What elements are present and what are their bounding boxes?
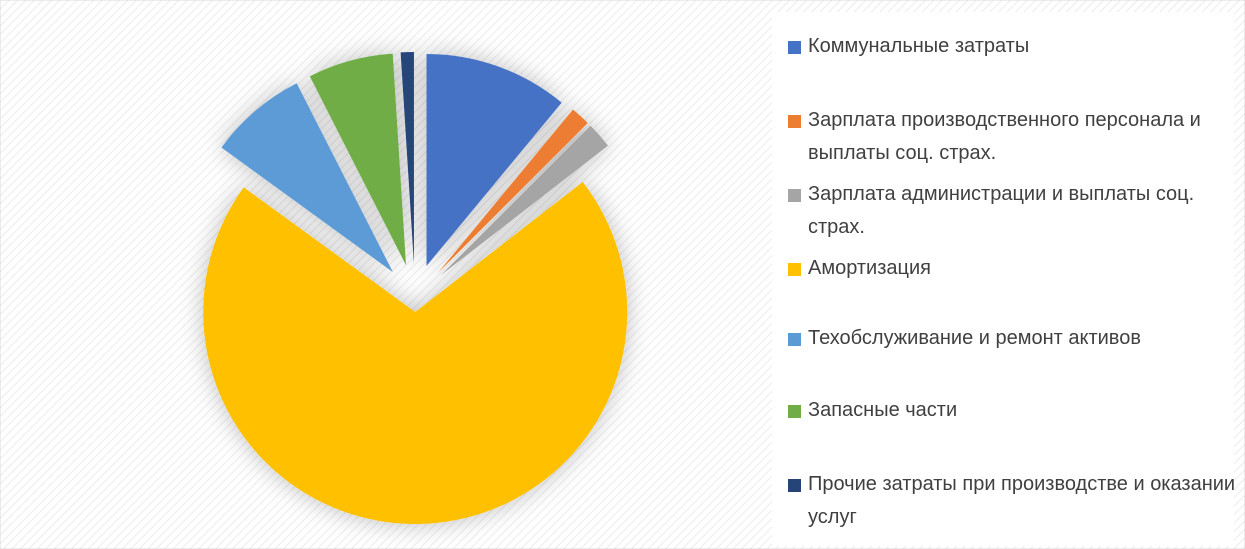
pie-slice [440, 125, 609, 276]
legend-item: Зарплата администрации и выплаты соц. ст… [788, 178, 1245, 244]
legend-label: Коммунальные затраты [808, 35, 1030, 57]
legend-label: Техобслуживание и ремонт активов [808, 327, 1141, 349]
pie-slice [309, 53, 407, 266]
legend-item: Коммунальные затраты [788, 30, 1245, 63]
pie-slice [426, 54, 562, 267]
legend-label: Прочие затраты при производстве и оказан… [808, 473, 1236, 528]
legend-swatch [788, 189, 801, 202]
legend-label: Запасные части [808, 399, 958, 421]
legend-item: Запасные части [788, 394, 1245, 427]
legend: Коммунальные затраты Зарплата производств… [772, 12, 1235, 546]
legend-swatch [788, 115, 801, 128]
pie-slice [400, 52, 414, 265]
pie-slice [221, 83, 393, 273]
pie-slice [203, 182, 628, 524]
legend-label: Амортизация [808, 257, 931, 279]
legend-swatch [788, 479, 801, 492]
legend-item: Техобслуживание и ремонт активов [788, 322, 1245, 355]
legend-swatch [788, 333, 801, 346]
legend-item: Прочие затраты при производстве и оказан… [788, 468, 1245, 534]
legend-swatch [788, 263, 801, 276]
legend-item: Амортизация [788, 252, 1245, 285]
pie-slice [437, 109, 588, 273]
legend-swatch [788, 405, 801, 418]
pie [203, 52, 628, 524]
legend-label: Зарплата администрации и выплаты соц. ст… [808, 183, 1195, 238]
legend-item: Зарплата производственного персонала и в… [788, 104, 1245, 170]
legend-label: Зарплата производственного персонала и в… [808, 109, 1201, 164]
legend-swatch [788, 41, 801, 54]
